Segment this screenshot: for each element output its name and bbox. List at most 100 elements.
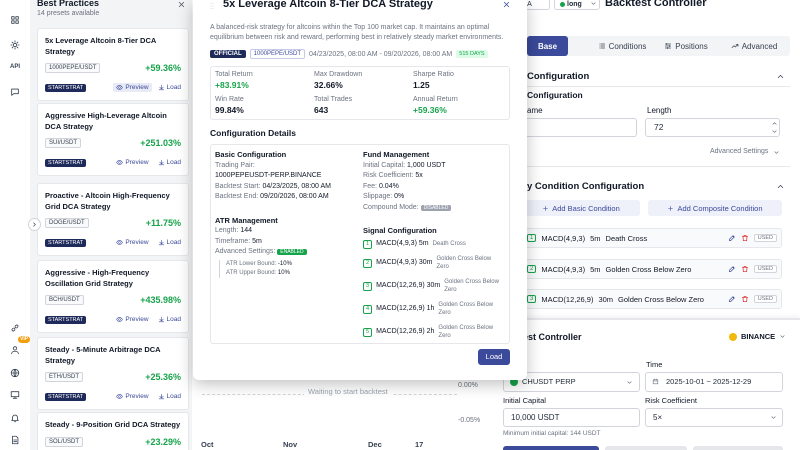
preset-card[interactable]: Aggressive High-Leverage Altcoin DCA Str… [37, 103, 189, 176]
load-button[interactable]: Load [158, 84, 181, 91]
spin-up-shape [772, 122, 777, 125]
load-button[interactable]: Load [158, 316, 181, 323]
add-button[interactable]: Add Composite Condition [648, 200, 782, 216]
detail-label: Timeframe: [215, 237, 251, 245]
load-button[interactable]: Load [158, 393, 181, 400]
time-range-input[interactable]: 2025-10-01 ~ 2025-12-29 [645, 372, 783, 392]
load-button[interactable]: Load [158, 239, 181, 246]
symbol-chevron [627, 381, 632, 384]
preview-button[interactable]: Preview [113, 315, 151, 324]
detail-heading: Signal Configuration [363, 226, 437, 235]
card-title: 5x Leverage Altcoin 8-Tier DCA Strategy [45, 36, 157, 56]
preset-card[interactable]: Proactive - Altcoin High-Frequency Grid … [37, 183, 189, 256]
length-input[interactable]: 72 [645, 118, 780, 137]
detail-label: Fee: [363, 182, 378, 190]
side-select[interactable]: long [554, 0, 600, 10]
signal-type: Death Cross [432, 241, 466, 247]
risk-value: 5× [653, 413, 663, 422]
card-row: DOGE/USDT +11.75% [45, 218, 181, 228]
detail-value: 10% [277, 269, 290, 276]
signal-num: 2 [363, 258, 373, 268]
preview-label: Preview [125, 393, 149, 400]
add-icon-shape [668, 205, 674, 211]
preset-card[interactable]: Aggressive - High-Frequency Oscillation … [37, 260, 189, 333]
detail-row: Advanced Settings: ENABLED [215, 247, 355, 258]
card-return: +435.98% [140, 295, 181, 305]
advanced-toggle[interactable]: Advanced Settings [710, 148, 769, 155]
preset-card[interactable]: 5x Leverage Altcoin 8-Tier DCA Strategy 1… [37, 28, 189, 101]
preview-icon-shape [116, 85, 124, 90]
stat-label: Sharpe Ratio [413, 71, 454, 78]
presets-panel: Best Practices 14 presets available 5x Lev… [30, 0, 192, 450]
run-button[interactable] [503, 446, 599, 450]
preview-button[interactable]: Preview [113, 392, 151, 401]
tab[interactable]: Base [527, 36, 568, 56]
add-icon [543, 205, 549, 211]
preview-icon-shape [116, 240, 124, 245]
tab[interactable]: Advanced [723, 36, 785, 56]
detail-label: Compound Mode: [363, 203, 419, 211]
section-collapse [777, 75, 784, 78]
preset-card[interactable]: Steady - 9-Position Grid DCA Strategy SOL… [37, 412, 189, 450]
nav-icon-shape [10, 40, 20, 50]
stat-label: Max Drawdown [314, 71, 363, 78]
detail-value: 5m [252, 237, 262, 245]
edit-icon [728, 235, 735, 241]
condition-signal: Golden Cross Below Zero [618, 294, 704, 304]
card-row: SOL/USDT +23.29% [45, 436, 181, 447]
tab[interactable]: Positions [655, 36, 717, 56]
pair-chip: 1000PEPE/USDT [45, 63, 101, 73]
y-tick-label: 0.00% [458, 382, 478, 389]
detail-value: ENABLED [277, 249, 307, 255]
preview-button[interactable]: Preview [113, 158, 151, 167]
stat-label: Win Rate [215, 96, 244, 103]
pair-chip: BCH/USDT [45, 295, 84, 305]
days-chip: 515 DAYS [456, 50, 488, 58]
signal-type: Golden Cross Below Zero [436, 256, 492, 270]
side-chevron-shape [591, 2, 596, 5]
capital-input[interactable]: 10,000 USDT [503, 408, 640, 427]
pair-chip: DOGE/USDT [45, 218, 89, 228]
panel-title: est Controller [523, 332, 582, 342]
detail-row: Slippage: 0% [363, 192, 503, 203]
detail-label: Backtest Start: [215, 182, 261, 190]
name-input[interactable] [520, 118, 637, 137]
length-value: 72 [654, 122, 664, 132]
preview-icon-shape [116, 317, 124, 322]
nav-icon-shape [12, 435, 19, 445]
advanced-chevron-shape [774, 151, 779, 154]
add-icon [668, 205, 674, 211]
add-icon-shape [543, 205, 549, 211]
risk-select[interactable]: 5× [645, 408, 783, 427]
detail-row: ATR Upper Bound: 10% [226, 269, 355, 278]
collapse-button[interactable] [28, 218, 41, 231]
add-button[interactable]: Add Basic Condition [522, 200, 640, 216]
load-label: Load [166, 159, 181, 166]
exchange-chevron-shape [780, 335, 785, 338]
detail-label: Trading Pair: [215, 161, 255, 169]
tag-row: OFFICIAL 1000PEPE/USDT 04/23/2025, 08:00 A… [210, 49, 488, 59]
stat-label: Annual Return [413, 96, 458, 103]
symbol-select[interactable]: CHUSDT PERP [503, 372, 640, 392]
preset-card[interactable]: Steady - 5-Minute Arbitrage DCA Strategy… [37, 337, 189, 410]
preview-button[interactable]: Preview [113, 83, 152, 92]
load-button[interactable]: Load [478, 349, 510, 365]
load-icon [158, 239, 164, 246]
symbol-value: CHUSDT PERP [522, 377, 576, 386]
detail-value: 1,000 USDT [406, 161, 446, 169]
secondary-button[interactable] [605, 446, 687, 450]
secondary-button[interactable] [693, 446, 783, 450]
load-button[interactable]: Load [158, 159, 181, 166]
preview-button[interactable]: Preview [113, 238, 151, 247]
preview-icon [116, 240, 124, 245]
tab[interactable]: Conditions [587, 36, 657, 56]
detail-heading: Fund Management [363, 150, 430, 159]
load-icon [158, 316, 164, 323]
modal-description: A balanced-risk strategy for altcoins wi… [210, 24, 504, 41]
card-row: ETH/USDT +25.36% [45, 372, 181, 382]
tab-label: Advanced [741, 41, 778, 51]
detail-value: 04/23/2025, 08:00 AM [262, 182, 331, 190]
nav-icon [11, 88, 19, 96]
detail-heading: Basic Configuration [215, 150, 287, 159]
